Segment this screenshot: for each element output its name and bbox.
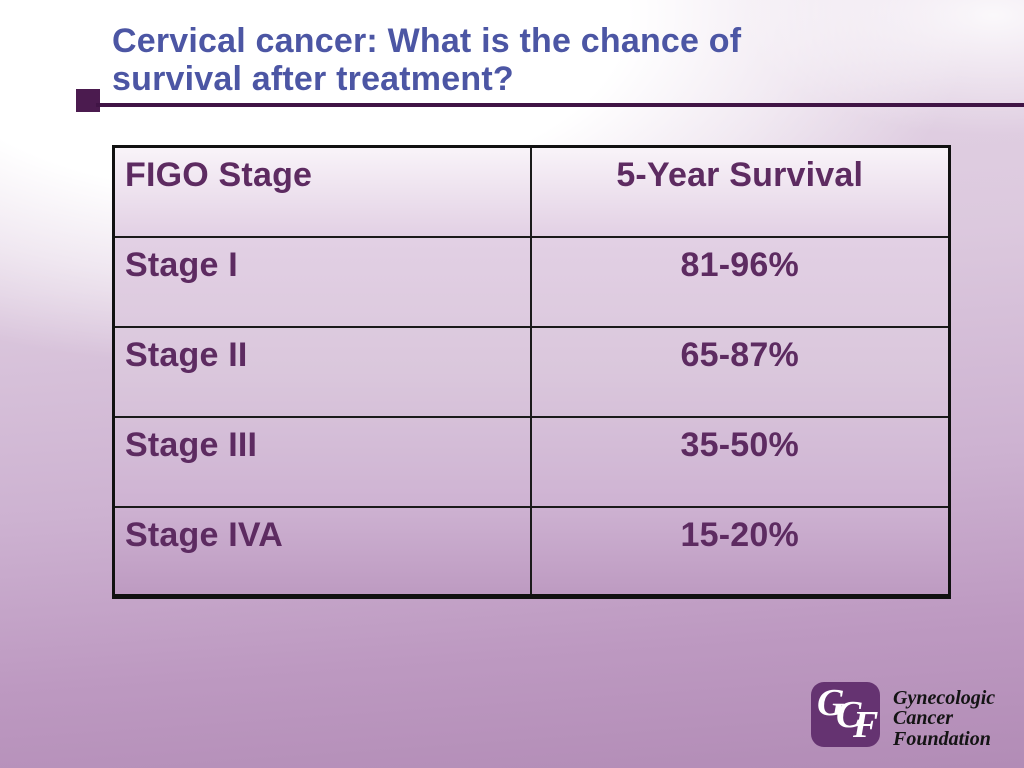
gcf-logo-name-line-2: Cancer <box>893 707 953 730</box>
gcf-logo: G C F Gynecologic Cancer Foundation <box>811 682 1011 752</box>
slide-title-line-2: survival after treatment? <box>112 60 514 99</box>
gcf-logo-letter-c: C <box>836 694 862 736</box>
slide-title: Cervical cancer: What is the chance of s… <box>112 22 992 98</box>
gcf-logo-letter-f: F <box>853 704 879 746</box>
table-row-stage-2: Stage II 65-87% <box>112 325 951 418</box>
gcf-logo-letter-g: G <box>817 682 845 724</box>
title-underline <box>96 103 1024 107</box>
survival-table: FIGO Stage 5-Year Survival Stage I 81-96… <box>112 145 951 599</box>
survival-cell: 15-20% <box>529 505 951 598</box>
table-row-stage-3: Stage III 35-50% <box>112 415 951 508</box>
stage-cell: Stage III <box>112 415 532 508</box>
table-row-stage-4: Stage IVA 15-20% <box>112 505 951 598</box>
stage-cell: Stage IVA <box>112 505 532 598</box>
stage-cell: Stage II <box>112 325 532 418</box>
gcf-logo-name-line-3: Foundation <box>893 727 991 750</box>
survival-cell: 81-96% <box>529 235 951 328</box>
table-row-stage-1: Stage I 81-96% <box>112 235 951 328</box>
table-header-row: FIGO Stage 5-Year Survival <box>112 145 951 238</box>
stage-cell: Stage I <box>112 235 532 328</box>
gcf-logo-name-line-1: Gynecologic <box>893 687 996 709</box>
slide-title-line-1: Cervical cancer: What is the chance of <box>112 22 742 60</box>
column-header-figo-stage: FIGO Stage <box>112 145 532 238</box>
survival-cell: 65-87% <box>529 325 951 418</box>
gcf-logo-name: Gynecologic Cancer Foundation <box>893 687 996 750</box>
gcf-logo-badge: G C F <box>811 682 880 747</box>
survival-cell: 35-50% <box>529 415 951 508</box>
column-header-5-year-survival: 5-Year Survival <box>529 145 951 238</box>
title-bullet-decoration <box>76 89 100 112</box>
